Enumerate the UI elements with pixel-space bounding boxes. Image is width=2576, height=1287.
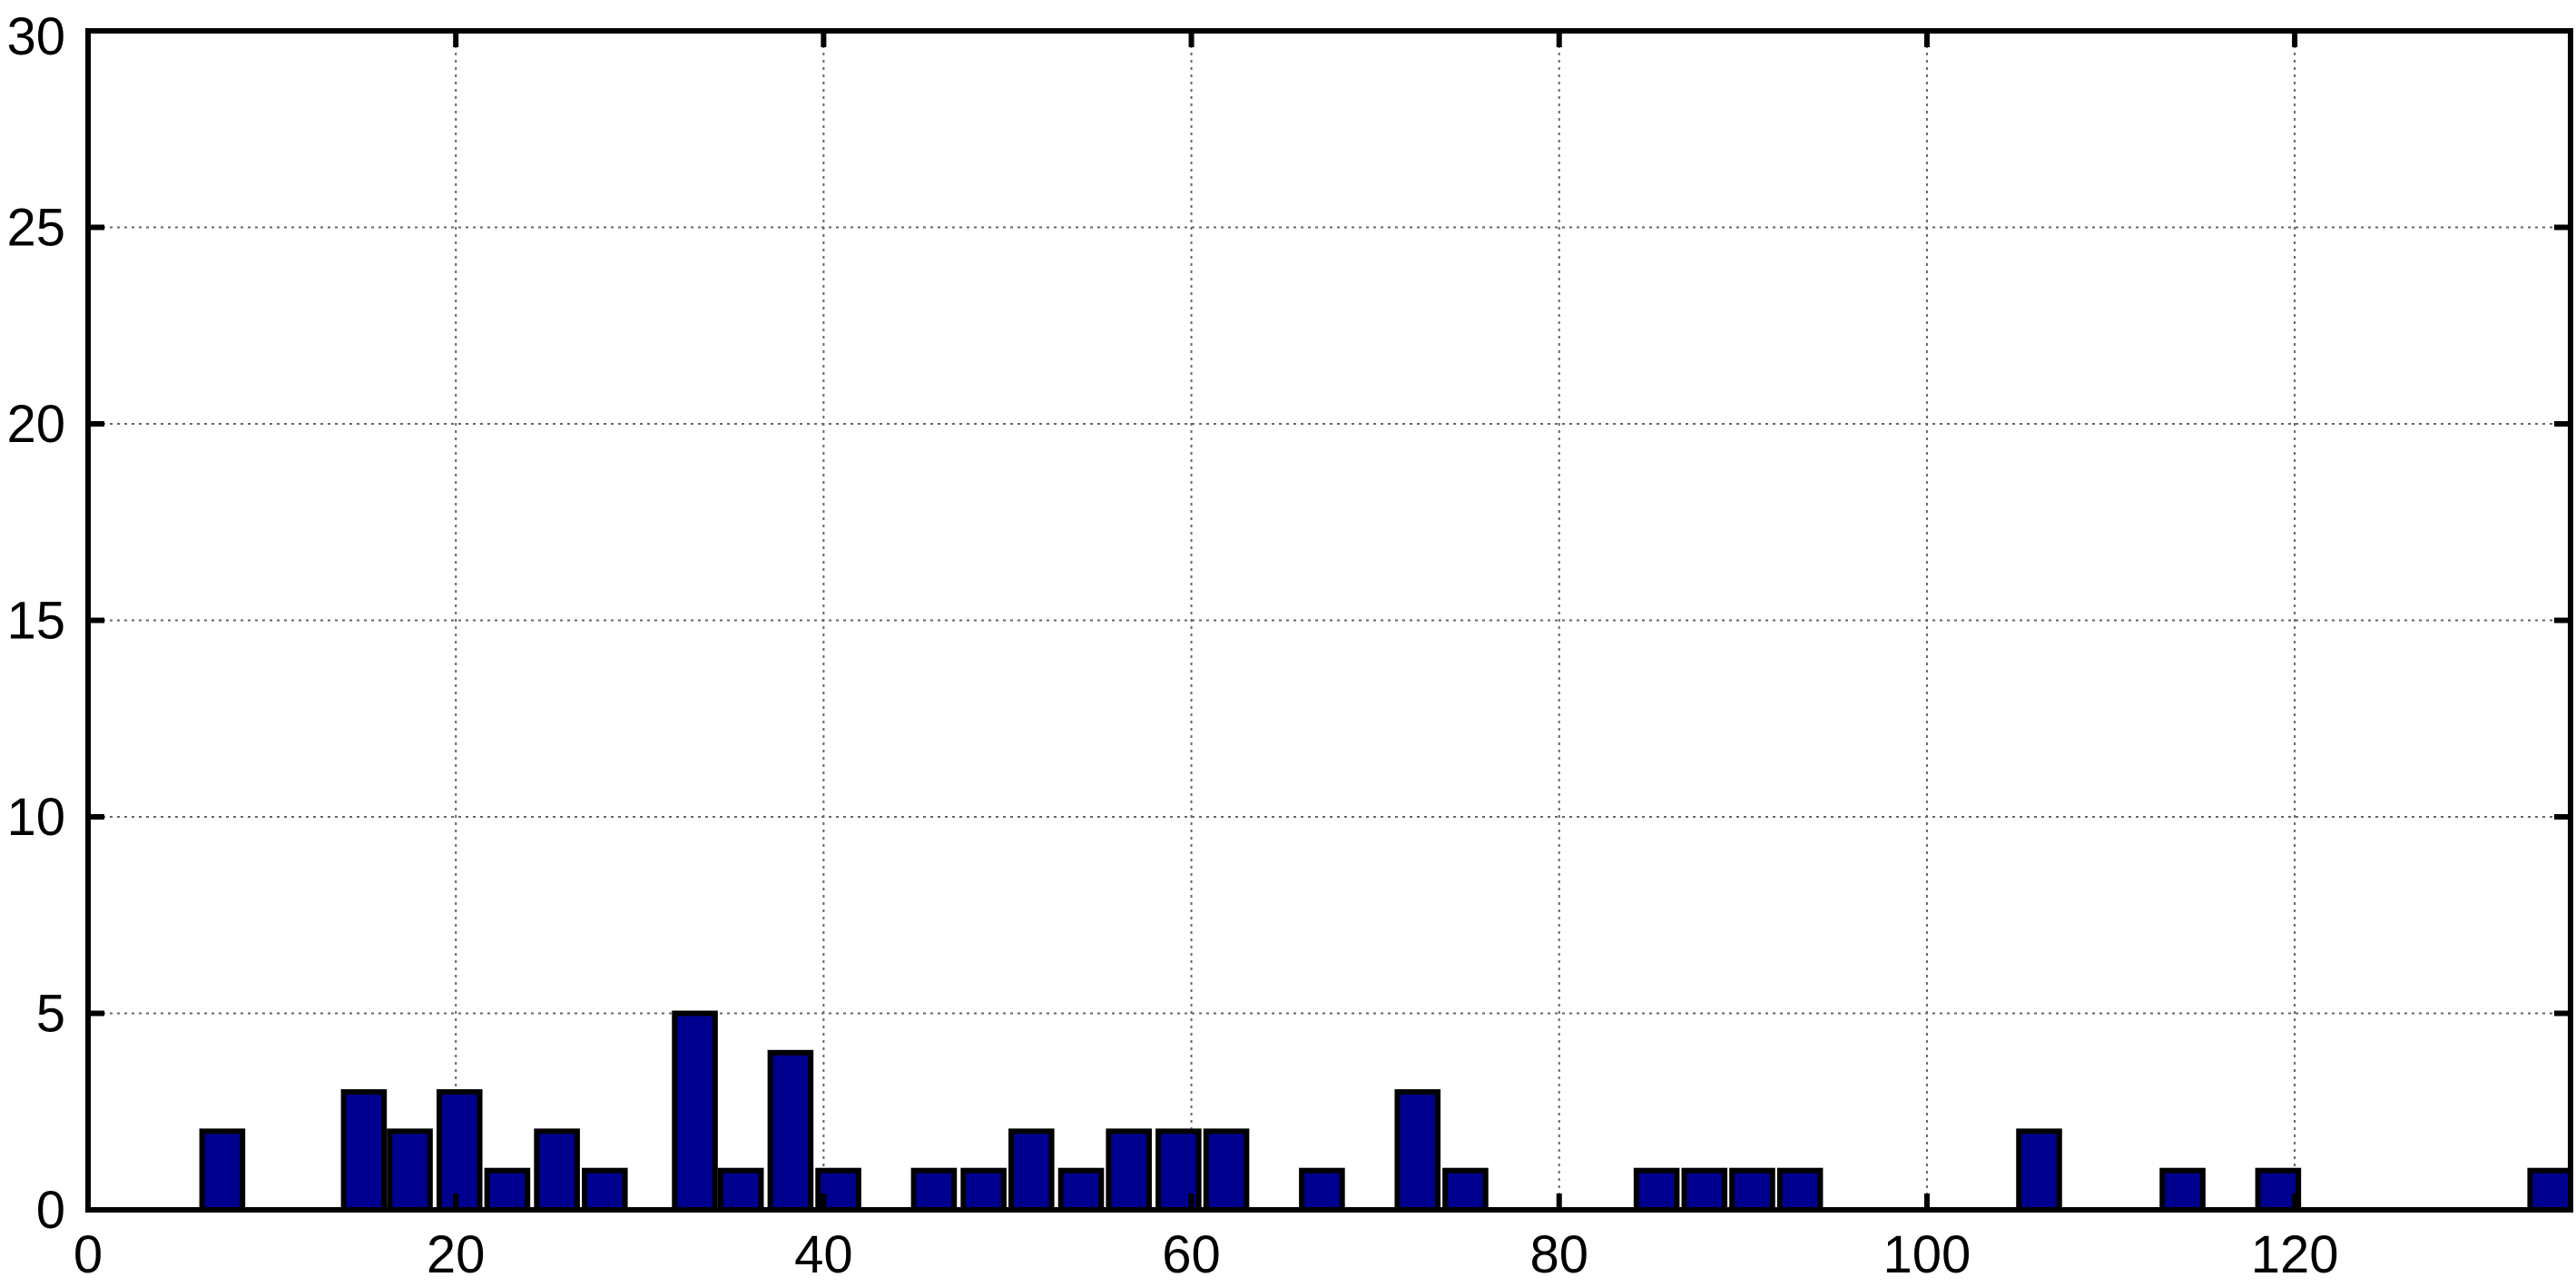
x-tick-label: 80 bbox=[1529, 1225, 1588, 1284]
x-tick-label: 60 bbox=[1162, 1225, 1221, 1284]
bar bbox=[717, 1167, 764, 1213]
bar bbox=[1681, 1167, 1728, 1213]
bar bbox=[2527, 1167, 2574, 1213]
x-tick-label: 0 bbox=[74, 1225, 103, 1284]
x-tick-label: 40 bbox=[794, 1225, 853, 1284]
bar bbox=[672, 1010, 718, 1213]
bar bbox=[436, 1089, 483, 1213]
bar bbox=[340, 1089, 388, 1213]
bar bbox=[1299, 1167, 1345, 1213]
bar bbox=[960, 1167, 1007, 1213]
bar bbox=[1776, 1167, 1824, 1213]
x-tick-label: 20 bbox=[427, 1225, 486, 1284]
bar bbox=[2016, 1128, 2062, 1213]
bar bbox=[767, 1049, 814, 1213]
bar bbox=[1394, 1089, 1441, 1213]
bars bbox=[199, 1010, 2574, 1213]
y-tick-label: 25 bbox=[6, 199, 65, 258]
x-tick-label: 100 bbox=[1883, 1225, 1971, 1284]
bar bbox=[1203, 1128, 1250, 1213]
tick-marks bbox=[85, 28, 2571, 1213]
bar bbox=[2159, 1167, 2206, 1213]
y-tick-label: 20 bbox=[6, 395, 65, 454]
bar bbox=[1106, 1128, 1152, 1213]
bar bbox=[582, 1167, 628, 1213]
x-tick-label: 120 bbox=[2251, 1225, 2339, 1284]
bar bbox=[387, 1128, 433, 1213]
bar bbox=[199, 1128, 246, 1213]
y-tick-label: 0 bbox=[36, 1181, 65, 1240]
bar bbox=[1057, 1167, 1105, 1213]
bar bbox=[910, 1167, 958, 1213]
y-tick-label: 30 bbox=[6, 7, 65, 66]
bar bbox=[534, 1128, 580, 1213]
grid-lines bbox=[88, 31, 2571, 1210]
y-tick-labels: 0 5 10 15 20 25 30 bbox=[6, 7, 65, 1240]
bar bbox=[1633, 1167, 1680, 1213]
bar bbox=[1729, 1167, 1775, 1213]
bar bbox=[1008, 1128, 1055, 1213]
y-tick-label: 5 bbox=[36, 985, 65, 1044]
bar bbox=[1442, 1167, 1489, 1213]
bar bbox=[484, 1167, 531, 1213]
y-tick-label: 10 bbox=[6, 788, 65, 847]
x-tick-labels: 0 20 40 60 80 100 120 bbox=[74, 1225, 2339, 1284]
y-tick-label: 15 bbox=[6, 592, 65, 651]
